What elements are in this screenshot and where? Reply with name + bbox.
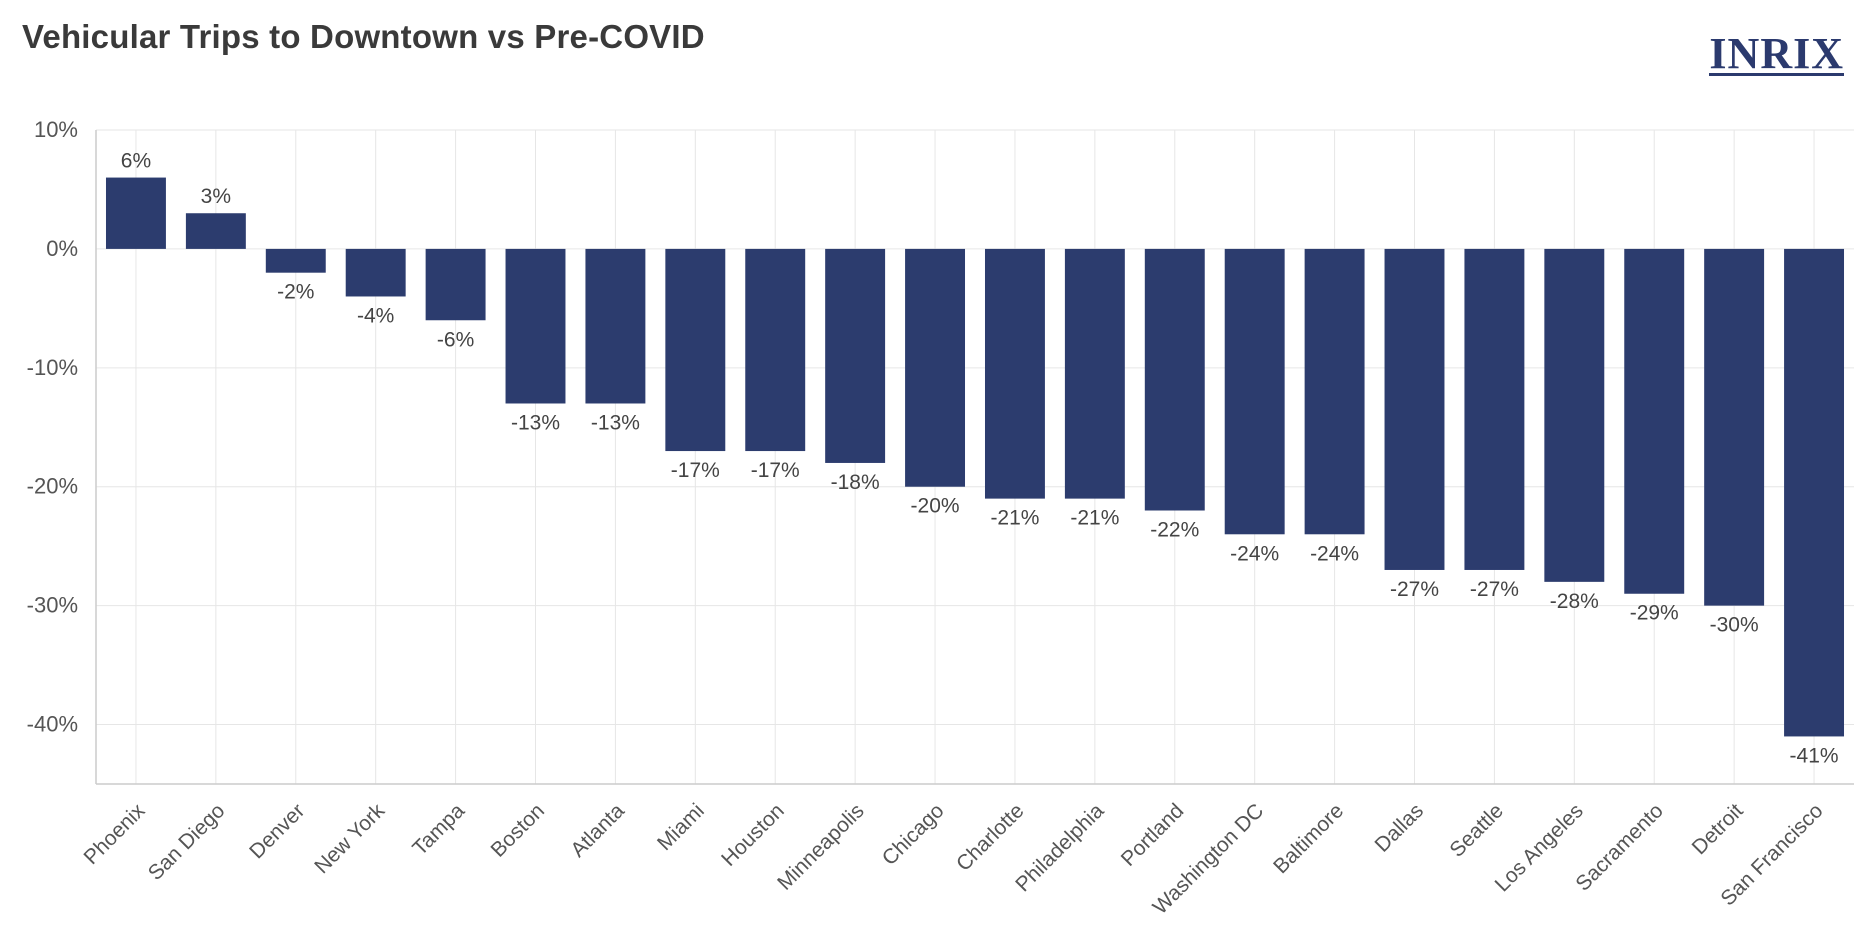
x-tick-label: Minneapolis	[773, 799, 869, 895]
bar	[1384, 248, 1445, 570]
bar	[1544, 248, 1605, 582]
x-tick-label: New York	[310, 799, 389, 878]
x-tick-label: Tampa	[408, 799, 469, 860]
x-tick-label: Atlanta	[566, 799, 629, 862]
bar-value-label: 6%	[121, 150, 151, 173]
x-tick-label: Seattle	[1445, 799, 1508, 862]
bar	[105, 177, 166, 249]
y-tick-label: -30%	[27, 593, 78, 618]
bar-value-label: -28%	[1550, 590, 1599, 613]
bar	[905, 248, 966, 487]
bar	[1304, 248, 1365, 535]
bar-value-label: -22%	[1150, 519, 1199, 542]
bar-value-label: -27%	[1390, 578, 1439, 601]
x-tick-label: Houston	[717, 799, 789, 871]
bar	[984, 248, 1045, 499]
bar-value-label: -2%	[277, 281, 314, 304]
bar	[1144, 248, 1205, 511]
x-tick-label: Detroit	[1688, 799, 1748, 859]
bar-value-label: -13%	[511, 411, 560, 434]
bar	[1464, 248, 1525, 570]
bar-value-label: -6%	[437, 328, 474, 351]
bar	[185, 213, 246, 249]
bar-value-label: -41%	[1790, 744, 1839, 767]
y-tick-label: 0%	[46, 236, 78, 261]
bar-value-label: -24%	[1310, 542, 1359, 565]
bar	[825, 248, 886, 463]
y-tick-label: -20%	[27, 474, 78, 499]
bar	[1784, 248, 1845, 737]
x-tick-label: Denver	[245, 799, 309, 863]
x-tick-label: Dallas	[1371, 799, 1429, 857]
bar-value-label: -17%	[751, 459, 800, 482]
bar-value-label: -21%	[990, 507, 1039, 530]
logo-underline	[1709, 73, 1844, 76]
bar-value-label: -13%	[591, 411, 640, 434]
y-tick-label: 10%	[34, 117, 78, 142]
bar	[425, 248, 486, 321]
bar	[505, 248, 566, 404]
x-tick-label: Miami	[653, 799, 709, 855]
y-tick-label: -10%	[27, 355, 78, 380]
bar-value-label: 3%	[201, 185, 231, 208]
bar-value-label: -17%	[671, 459, 720, 482]
x-tick-label: Phoenix	[80, 799, 150, 869]
x-tick-label: Baltimore	[1269, 799, 1348, 878]
bar-value-label: -18%	[831, 471, 880, 494]
bar	[665, 248, 726, 452]
bar	[265, 248, 326, 273]
chart-title: Vehicular Trips to Downtown vs Pre-COVID	[22, 18, 705, 55]
bar	[745, 248, 806, 452]
bar-value-label: -30%	[1710, 614, 1759, 637]
x-tick-label: San Diego	[144, 799, 230, 885]
x-tick-label: Portland	[1117, 799, 1189, 871]
bar	[585, 248, 646, 404]
bar-value-label: -21%	[1070, 507, 1119, 530]
x-tick-label: Chicago	[878, 799, 949, 870]
x-tick-label: Boston	[487, 799, 550, 862]
bar	[345, 248, 406, 297]
y-tick-label: -40%	[27, 712, 78, 737]
bar-value-label: -20%	[911, 495, 960, 518]
bar	[1064, 248, 1125, 499]
bar	[1704, 248, 1765, 606]
bar	[1624, 248, 1685, 594]
x-tick-label: Charlotte	[952, 799, 1029, 876]
logo-text: INRIX	[1709, 29, 1844, 78]
bar-value-label: -24%	[1230, 542, 1279, 565]
inrix-logo: INRIX	[1709, 28, 1844, 78]
bar-value-label: -27%	[1470, 578, 1519, 601]
bar-value-label: -4%	[357, 304, 394, 327]
bar-value-label: -29%	[1630, 602, 1679, 625]
bar	[1224, 248, 1285, 535]
